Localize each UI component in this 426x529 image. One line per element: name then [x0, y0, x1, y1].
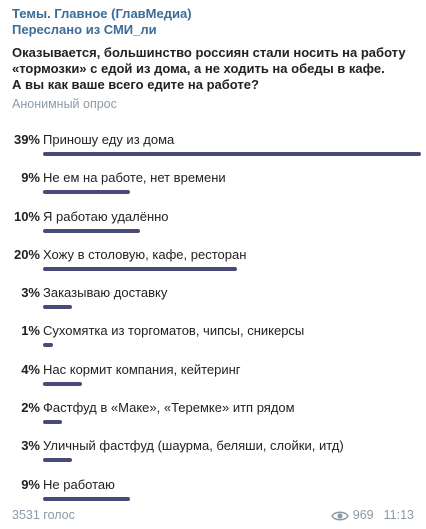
- poll-option: 4% Нас кормит компания, кейтеринг: [12, 362, 416, 400]
- message-time: 11:13: [383, 508, 414, 522]
- view-count: 969: [352, 508, 374, 522]
- option-percent: 39%: [13, 132, 40, 147]
- option-result-bar: [43, 266, 237, 271]
- option-result-bar: [43, 152, 421, 156]
- option-label: Уличный фастфуд (шаурма, беляши, слойки,…: [43, 438, 344, 454]
- option-result-bar: [43, 496, 130, 501]
- option-percent: 3%: [21, 285, 40, 301]
- forwarded-from[interactable]: Переслано из СМИ_ли: [12, 22, 157, 37]
- poll-options: 39% Приношу еду из дома 9% Не ем на работе,…: [12, 132, 421, 515]
- option-percent: 9%: [21, 170, 40, 186]
- option-result-bar: [43, 343, 53, 348]
- poll-option: 3% Уличный фастфуд (шаурма, беляши, слойк…: [12, 438, 416, 476]
- poll-option: 3% Заказываю доставку: [12, 285, 416, 323]
- option-percent: 2%: [21, 400, 40, 416]
- question-line: «тормозки» с едой из дома, а не ходить н…: [12, 61, 385, 76]
- question-line: Оказывается, большинство россиян стали н…: [12, 45, 406, 60]
- poll-question: Оказывается, большинство россиян стали н…: [12, 45, 416, 93]
- option-label: Не работаю: [43, 476, 115, 492]
- option-label: Не ем на работе, нет времени: [43, 170, 226, 186]
- vote-count: 3531 голос: [12, 508, 75, 522]
- option-percent: 4%: [21, 361, 40, 377]
- poll-option: 10% Я работаю удалённо: [12, 209, 416, 247]
- message-meta: 969 11:13: [330, 508, 414, 523]
- channel-name[interactable]: Темы. Главное (ГлавМедиа): [12, 6, 192, 21]
- option-result-bar: [43, 305, 72, 310]
- option-result-bar: [43, 228, 140, 233]
- option-label: Сухомятка из торгоматов, чипсы, сникерсы: [43, 323, 305, 339]
- eye-icon: [330, 511, 349, 520]
- option-result-bar: [43, 458, 72, 463]
- option-percent: 1%: [21, 323, 40, 339]
- option-percent: 20%: [13, 246, 40, 262]
- option-label: Фастфуд в «Маке», «Теремке» итп рядом: [43, 400, 295, 416]
- option-percent: 9%: [21, 476, 40, 492]
- option-result-bar: [43, 420, 62, 425]
- poll-type: Анонимный опрос: [12, 97, 117, 111]
- option-label: Заказываю доставку: [43, 285, 168, 301]
- poll-option: 9% Не работаю: [12, 477, 416, 515]
- option-label: Хожу в столовую, кафе, ресторан: [43, 246, 247, 262]
- option-label: Нас кормит компания, кейтеринг: [43, 361, 241, 377]
- option-result-bar: [43, 381, 82, 386]
- option-percent: 10%: [13, 208, 40, 224]
- poll-option: 9% Не ем на работе, нет времени: [12, 170, 416, 208]
- poll-option: 1% Сухомятка из торгоматов, чипсы, сникер…: [12, 323, 416, 361]
- option-percent: 3%: [21, 438, 40, 454]
- option-label: Я работаю удалённо: [43, 208, 169, 224]
- option-label: Приношу еду из дома: [43, 132, 175, 147]
- poll-option: 39% Приношу еду из дома: [12, 132, 421, 170]
- poll-option: 20% Хожу в столовую, кафе, ресторан: [12, 247, 416, 285]
- poll-option: 2% Фастфуд в «Маке», «Теремке» итп рядом: [12, 400, 416, 438]
- question-line: А вы как ваше всего едите на работе?: [12, 77, 259, 92]
- option-result-bar: [43, 190, 130, 195]
